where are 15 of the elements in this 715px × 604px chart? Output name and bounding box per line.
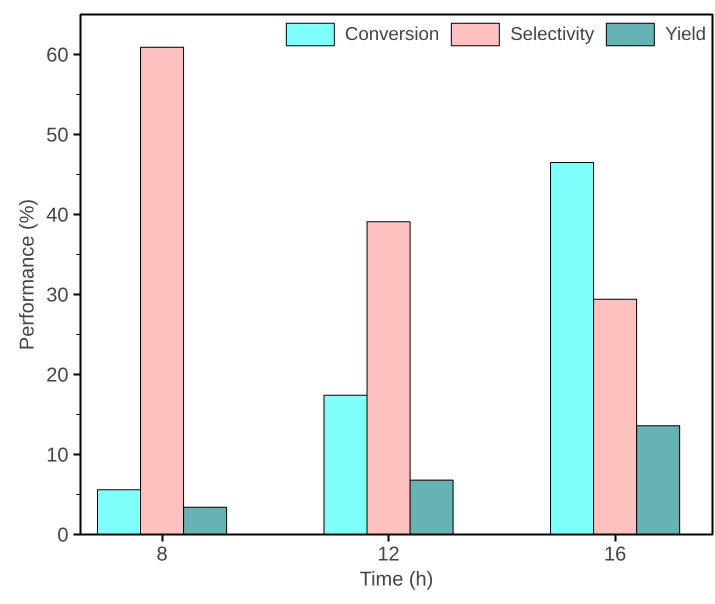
y-tick-label: 50: [46, 124, 69, 146]
y-tick-label: 40: [46, 204, 69, 226]
x-tick-label: 8: [156, 544, 168, 566]
y-tick-label: 30: [46, 284, 69, 306]
y-tick-label: 0: [57, 524, 68, 546]
legend-label: Yield: [665, 23, 706, 45]
legend-label: Conversion: [344, 23, 440, 45]
x-tick-label: 16: [604, 544, 626, 566]
x-axis-title: Time (h): [360, 568, 434, 590]
x-tick-label: 12: [377, 544, 400, 566]
y-tick-label: 20: [46, 364, 69, 386]
y-axis-title: Performance (%): [16, 198, 38, 350]
y-tick-label: 60: [46, 44, 69, 66]
legend-label: Selectivity: [510, 23, 594, 45]
y-tick-label: 10: [46, 444, 69, 466]
